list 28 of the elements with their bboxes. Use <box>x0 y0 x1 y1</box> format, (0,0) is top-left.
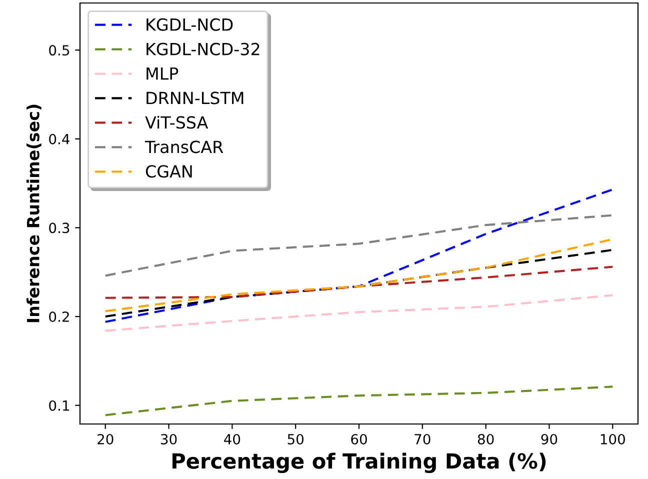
x-tick-label: 60 <box>351 434 367 444</box>
x-tick-label: 70 <box>414 434 430 444</box>
y-tick-label: 0.4 <box>49 134 70 144</box>
y-tick-label: 0.1 <box>49 400 69 411</box>
line-series <box>104 214 614 277</box>
line-series <box>104 294 614 332</box>
legend-label: TransCAR <box>144 140 224 154</box>
legend-label: DRNN-LSTM <box>146 92 244 104</box>
legend-label: KGDL-NCD-32 <box>146 42 260 56</box>
y-tick-label: 0.2 <box>49 312 69 322</box>
legend-label: MLP <box>146 67 178 80</box>
x-tick-label: 80 <box>478 434 494 444</box>
x-tick-label: 30 <box>160 434 177 444</box>
line-series <box>104 188 614 323</box>
x-tick-label: 90 <box>541 434 558 444</box>
y-axis-title: Inference Runtime(sec) <box>26 104 42 322</box>
x-axis-title: Percentage of Training Data (%) <box>172 452 546 474</box>
x-tick-label: 40 <box>224 434 240 444</box>
y-tick-label: 0.5 <box>49 45 70 56</box>
line-series <box>104 386 614 416</box>
x-tick-label: 20 <box>98 434 114 444</box>
x-tick-label: 100 <box>600 434 625 444</box>
legend-label: ViT-SSA <box>145 116 208 129</box>
legend-label: KGDL-NCD <box>146 18 233 31</box>
x-tick-label: 50 <box>288 434 304 444</box>
y-tick-label: 0.3 <box>49 222 70 234</box>
legend-label: CGAN <box>146 165 192 178</box>
line-series <box>104 266 614 299</box>
